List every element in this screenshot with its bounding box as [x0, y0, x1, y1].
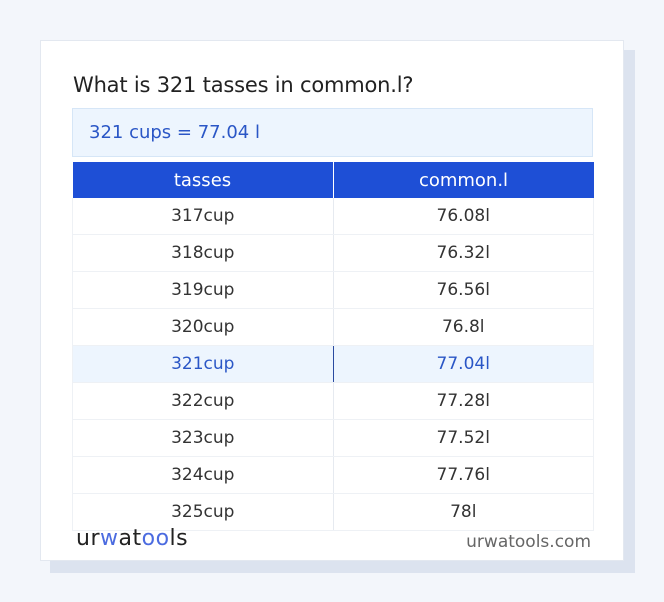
conversion-card: What is 321 tasses in common.l? 321 cups…	[40, 40, 624, 561]
logo-text-accent: oo	[141, 526, 170, 551]
table-header-row: tasses common.l	[72, 162, 594, 198]
urwatools-logo[interactable]: urwatools	[76, 526, 188, 551]
cell-from: 321cup	[72, 345, 334, 383]
column-header-tasses: tasses	[72, 162, 334, 198]
cell-to: 76.32l	[333, 234, 594, 272]
table-row-highlighted: 321cup 77.04l	[72, 345, 594, 383]
table-row: 317cup 76.08l	[72, 198, 594, 235]
logo-text: at	[118, 526, 142, 551]
table-row: 323cup 77.52l	[72, 419, 594, 457]
conversion-result: 321 cups = 77.04 l	[72, 108, 593, 157]
logo-text-accent: w	[100, 526, 119, 551]
cell-to: 77.04l	[333, 345, 594, 383]
cell-to: 78l	[333, 493, 594, 531]
site-link[interactable]: urwatools.com	[466, 532, 591, 552]
cell-from: 318cup	[72, 234, 334, 272]
cell-to: 76.8l	[333, 308, 594, 346]
table-row: 324cup 77.76l	[72, 456, 594, 494]
cell-from: 322cup	[72, 382, 334, 420]
table-row: 319cup 76.56l	[72, 271, 594, 309]
logo-text: ur	[76, 526, 100, 551]
cell-to: 76.56l	[333, 271, 594, 309]
column-header-common-l: common.l	[333, 162, 594, 198]
cell-to: 77.52l	[333, 419, 594, 457]
cell-from: 319cup	[72, 271, 334, 309]
logo-text: ls	[169, 526, 189, 551]
table-row: 320cup 76.8l	[72, 308, 594, 346]
table-row: 325cup 78l	[72, 493, 594, 531]
table-row: 322cup 77.28l	[72, 382, 594, 420]
conversion-table: tasses common.l 317cup 76.08l 318cup 76.32…	[72, 162, 594, 531]
cell-to: 76.08l	[333, 198, 594, 235]
cell-from: 325cup	[72, 493, 334, 531]
page-title: What is 321 tasses in common.l?	[73, 73, 414, 97]
cell-from: 317cup	[72, 198, 334, 235]
cell-from: 320cup	[72, 308, 334, 346]
cell-from: 323cup	[72, 419, 334, 457]
cell-to: 77.28l	[333, 382, 594, 420]
cell-to: 77.76l	[333, 456, 594, 494]
cell-from: 324cup	[72, 456, 334, 494]
table-row: 318cup 76.32l	[72, 234, 594, 272]
